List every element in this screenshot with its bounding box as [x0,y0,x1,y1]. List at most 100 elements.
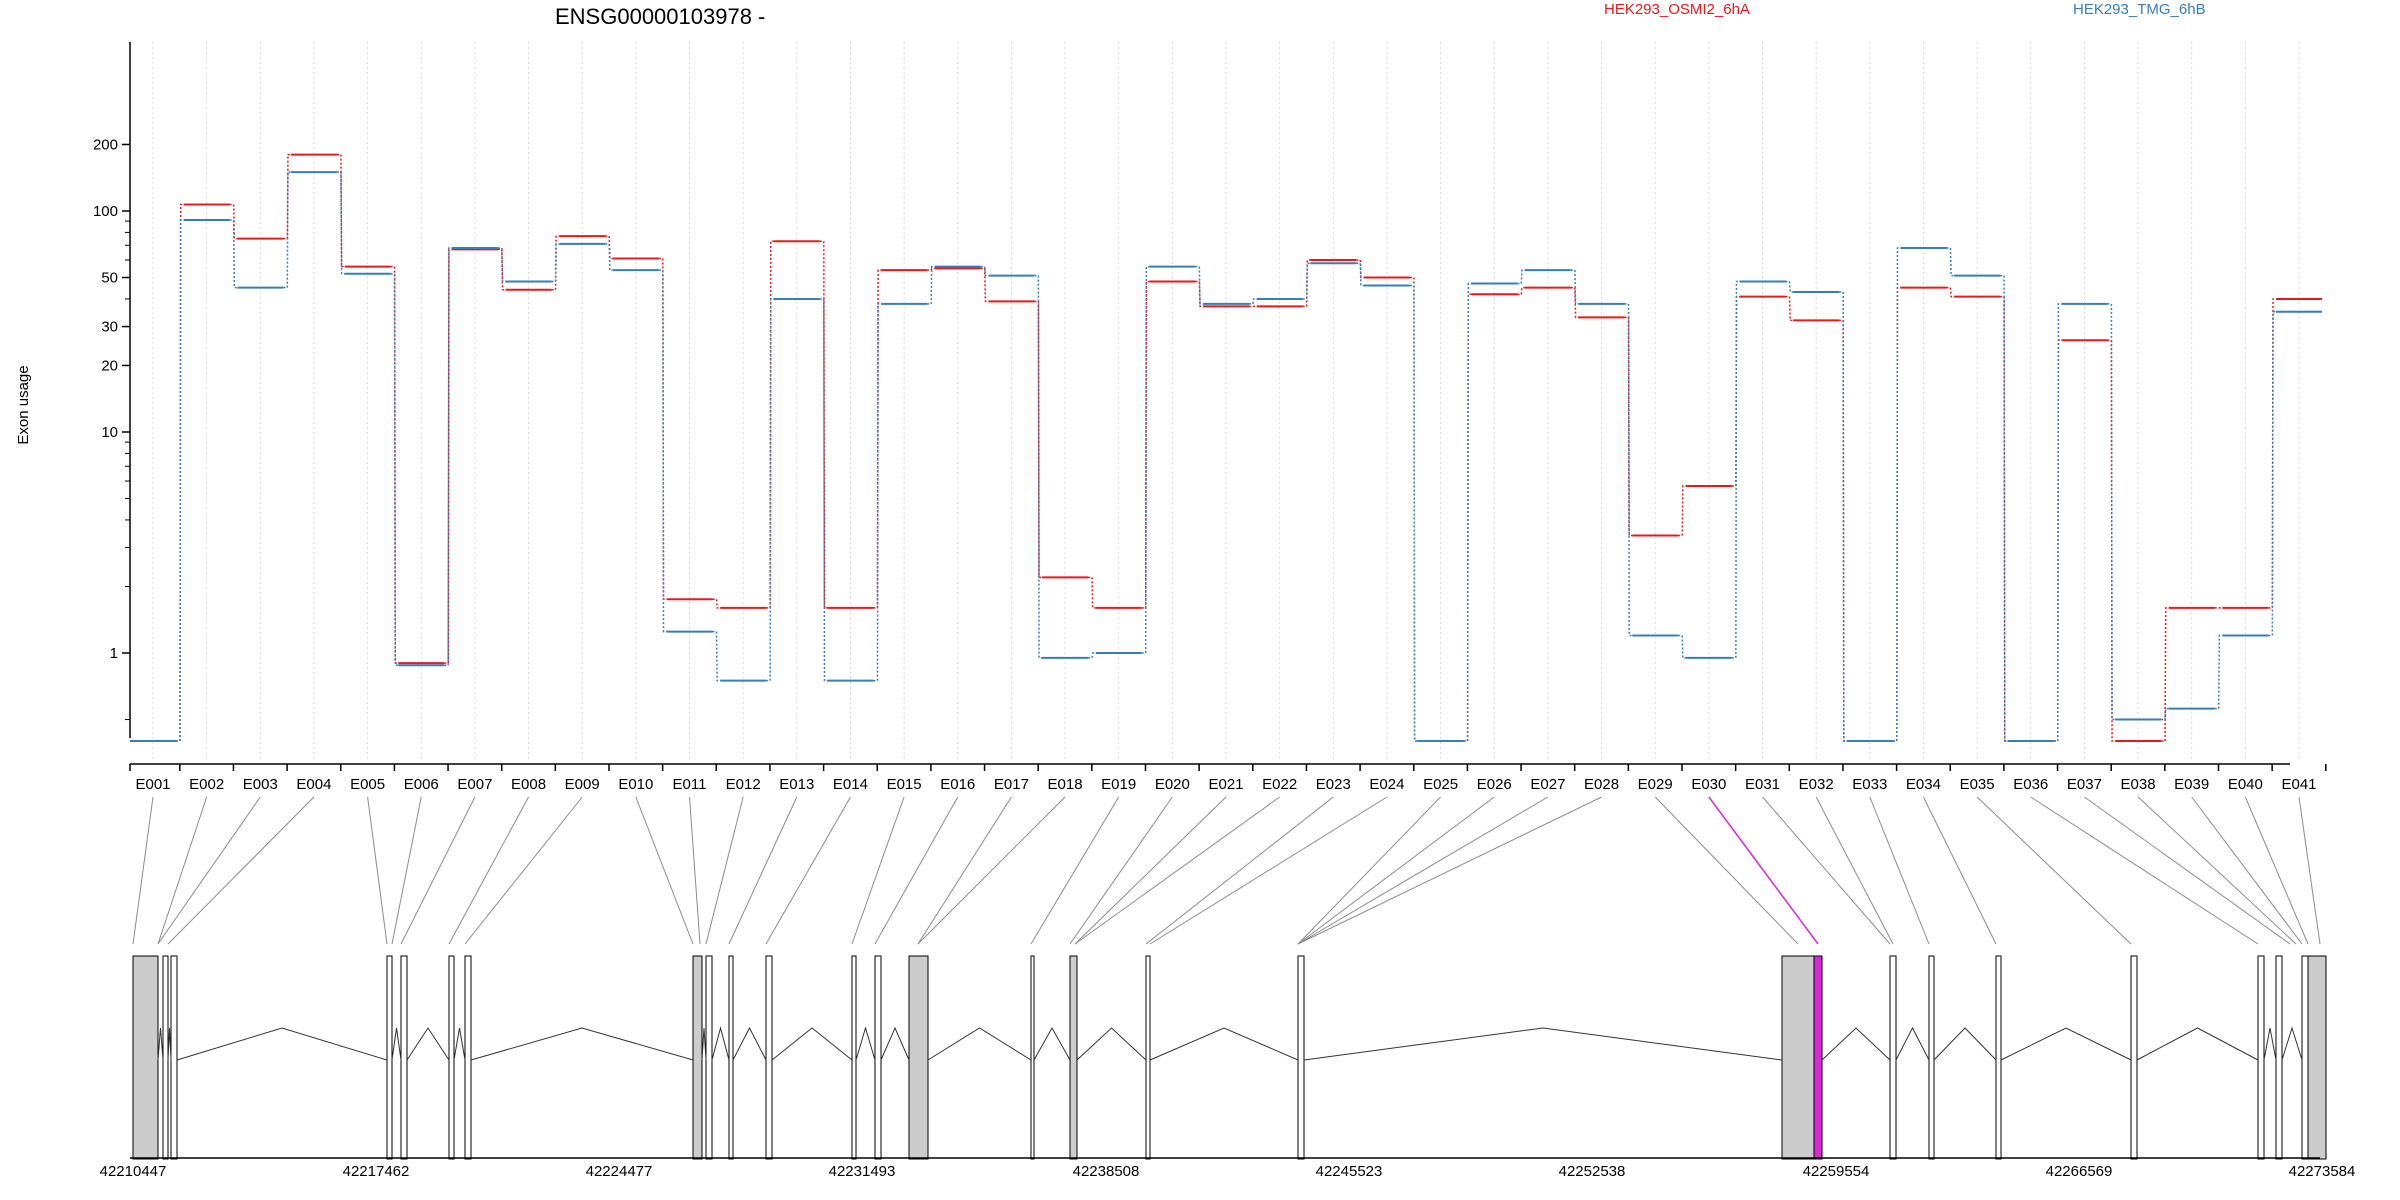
exon-connector [1297,796,1495,945]
exon-connector [132,796,154,945]
series-2-connector [819,298,828,682]
exon-label: E027 [1530,776,1565,793]
exon-label: E008 [511,776,546,793]
series-1-connector [712,598,721,609]
series-1-connector [1463,293,1472,742]
series-2-connector [658,269,667,633]
exon-label: E016 [940,776,975,793]
gene-exon-box [1030,955,1035,1160]
exon-label: E032 [1799,776,1834,793]
intron-line [391,1027,402,1061]
exon-label: E005 [350,776,385,793]
gene-exon-box [464,955,472,1160]
gene-exon-box [162,955,169,1160]
series-2-connector [1088,652,1096,659]
exon-connector [1030,796,1120,945]
exon-label: E003 [243,776,278,793]
exon-label: E009 [565,776,600,793]
gene-model [132,955,2327,1160]
legend-series-2: HEK293_TMG_6hB [2073,1,2206,18]
exon-connector [2191,796,2303,945]
series-2-connector [2107,303,2116,721]
exon-label: E035 [1960,776,1995,793]
exon-connector [705,796,744,945]
genome-coordinate-label: 42210447 [100,1163,167,1180]
exon-label: E015 [887,776,922,793]
exon-label: E025 [1423,776,1458,793]
gene-exon-box [874,955,882,1160]
exon-connector [1297,796,1441,945]
gene-exon-box [1928,955,1935,1160]
exon-connector [728,796,798,945]
gene-exon-box [1781,955,1815,1160]
series-1-connector [605,235,613,260]
series-2-connector [2053,303,2062,742]
intron-line [1303,1027,1783,1061]
exon-connector [689,796,701,945]
series-1-connector [658,257,667,601]
series-2-connector [1946,247,1955,277]
y-tick-label: 50 [101,270,118,287]
exon-connector [157,796,208,945]
intron-line [927,1027,1032,1061]
gene-exon-box [2307,955,2327,1160]
exon-connector [635,796,694,945]
exon-connector [1869,796,1930,945]
intron-line [880,1026,910,1061]
genome-coordinates: 42210447 42217462 42224477 42231493 42238508… [100,1163,2356,1180]
intron-line [157,1027,164,1061]
exon-label: E004 [296,776,331,793]
series-1-connector [819,240,828,609]
series-2-connector [1141,265,1150,654]
intron-line [406,1027,450,1061]
series-2-connector [1570,269,1579,305]
series-1-connector [1302,259,1311,308]
exon-connector [765,796,851,945]
intron-line [470,1027,694,1061]
series-1-connector [1946,286,1955,298]
gene-exon-box [1889,955,1897,1160]
genome-coordinate-label: 42224477 [586,1163,653,1180]
exon-connector [1976,796,2132,945]
exon-label: E039 [2174,776,2209,793]
series-1-connector [1517,286,1525,296]
grid-lines [152,42,2300,762]
gene-exon-box [2275,955,2283,1160]
series-1-connector [1678,485,1686,537]
exon-label: E006 [404,776,439,793]
series-1-connector [766,240,774,609]
genome-coordinate-label: 42259554 [1803,1163,1870,1180]
intron-line [1933,1027,1997,1061]
exon-connector [1069,796,1173,945]
exon-label: E034 [1906,776,1941,793]
series-2-connector [1409,284,1418,742]
exon-label: E002 [189,776,224,793]
series-2-connector [873,303,882,682]
series-1-connector [1195,280,1203,308]
gene-exon-box [1069,955,1078,1160]
series-2-connector [1034,274,1043,659]
exon-connector [1297,796,1549,945]
exon-connector [448,796,529,945]
exon-label: E020 [1155,776,1190,793]
genome-coordinate-label: 42238508 [1073,1163,1140,1180]
gene-exon-box [386,955,393,1160]
series-2-connector [283,171,291,289]
intron-line [1821,1027,1891,1061]
exon-label: E023 [1316,776,1351,793]
gene-exon-box [728,955,734,1160]
intron-line [1033,1026,1071,1061]
intron-line [855,1026,876,1061]
exon-connector [391,796,422,945]
series-2-connector [444,247,452,667]
intron-line [167,1027,172,1061]
exon-label: E011 [673,776,707,793]
exon-connector [1654,796,1799,945]
exon-connector [2298,796,2321,945]
exon-connector [400,796,476,945]
series-2-connector [1463,282,1472,742]
intron-line [2000,1027,2132,1061]
series-1-connector [336,153,345,268]
intron-line [711,1026,730,1061]
exon-connector [874,796,959,945]
